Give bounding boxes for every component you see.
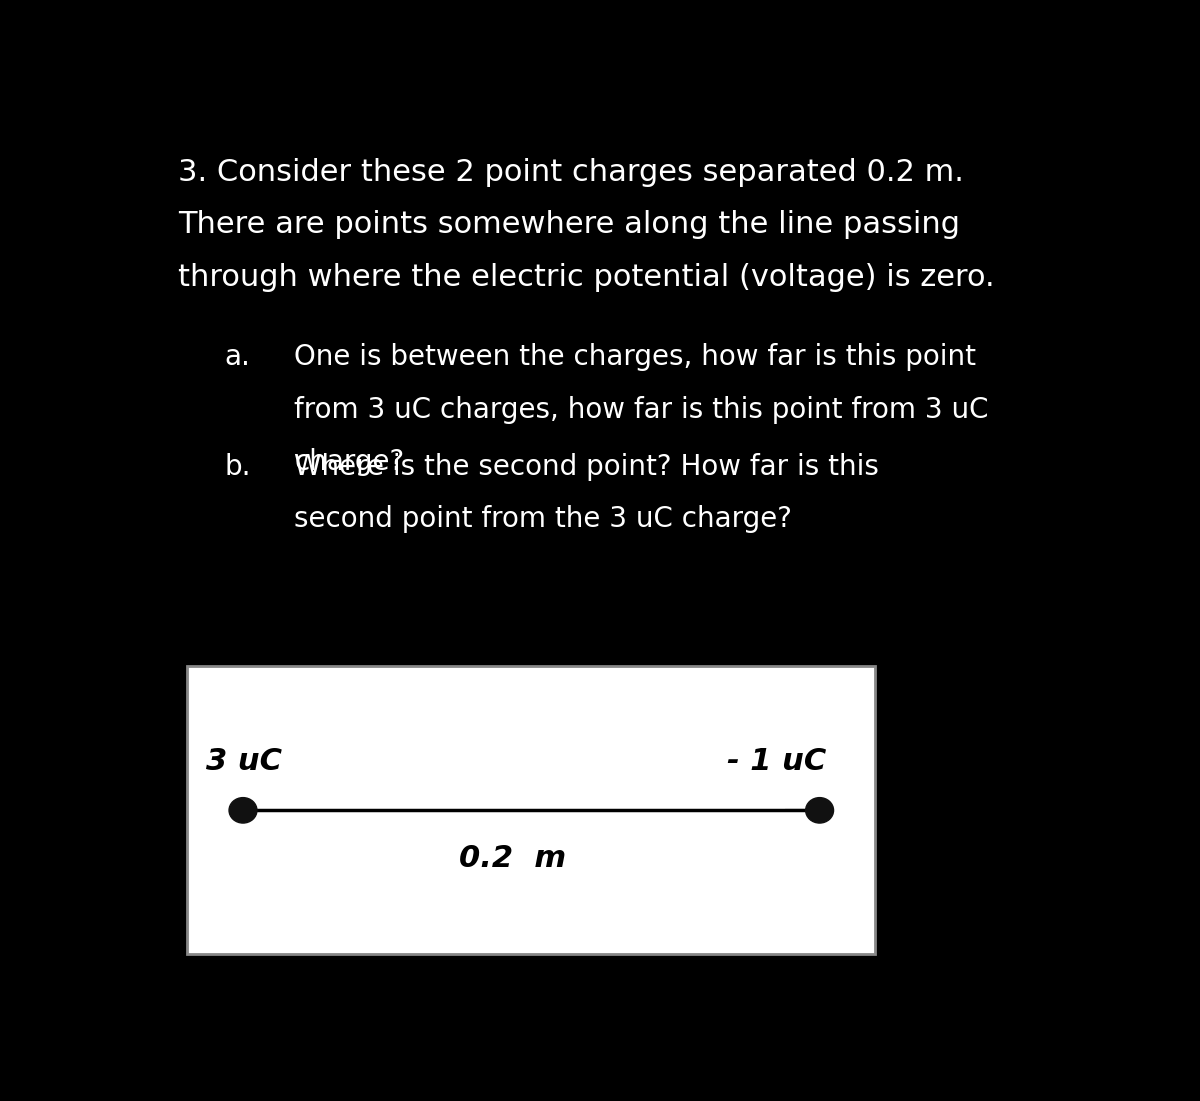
Circle shape: [805, 797, 834, 824]
Text: through where the electric potential (voltage) is zero.: through where the electric potential (vo…: [178, 263, 995, 292]
Text: 0.2  m: 0.2 m: [460, 844, 566, 873]
Text: from 3 uC charges, how far is this point from 3 uC: from 3 uC charges, how far is this point…: [294, 395, 989, 424]
Text: One is between the charges, how far is this point: One is between the charges, how far is t…: [294, 344, 976, 371]
Text: second point from the 3 uC charge?: second point from the 3 uC charge?: [294, 505, 792, 533]
Text: b.: b.: [224, 453, 251, 480]
Text: There are points somewhere along the line passing: There are points somewhere along the lin…: [178, 210, 960, 239]
Text: Where is the second point? How far is this: Where is the second point? How far is th…: [294, 453, 880, 480]
Text: a.: a.: [224, 344, 251, 371]
Circle shape: [229, 797, 257, 824]
Text: 3. Consider these 2 point charges separated 0.2 m.: 3. Consider these 2 point charges separa…: [178, 157, 964, 186]
Bar: [187, 666, 876, 955]
Text: - 1 uC: - 1 uC: [727, 748, 826, 776]
Text: 3 uC: 3 uC: [206, 748, 282, 776]
Text: charge?: charge?: [294, 448, 404, 477]
